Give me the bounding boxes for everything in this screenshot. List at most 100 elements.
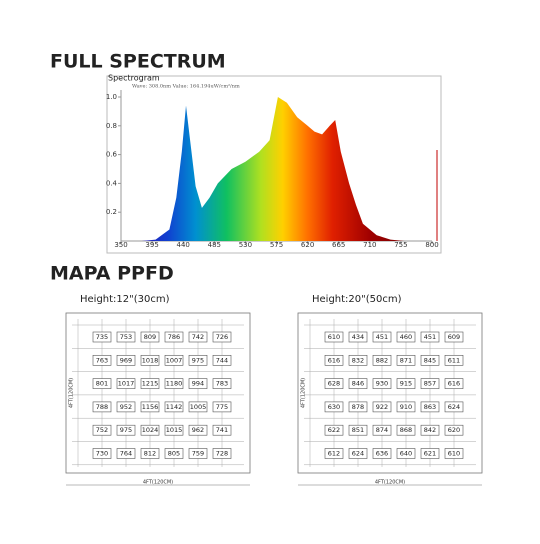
cell-value: 742 [192,333,204,341]
cell-box [372,378,392,389]
grid-frame [297,312,483,474]
cell-value: 1180 [166,380,183,388]
cell-box [348,331,368,343]
cell-value: 610 [328,333,340,341]
cell-value: 1017 [118,380,135,388]
cell-box [420,331,440,343]
cell-value: 878 [352,403,364,411]
cell-value: 640 [400,450,412,458]
cell-box [116,331,136,343]
cell-box [188,331,208,343]
cell-value: 775 [216,403,228,411]
cell-value: 788 [96,403,108,411]
cell-value: 1015 [166,426,183,434]
cell-value: 624 [352,450,364,458]
cell-box [324,354,344,366]
side-label: 4FT(120CM) [69,378,75,408]
cell-box [188,401,208,413]
cell-value: 616 [328,356,340,364]
cell-box [444,401,464,413]
cell-box [396,448,416,459]
cell-box [324,424,344,436]
grid-frame [65,312,251,474]
cell-box [212,354,232,366]
cell-value: 451 [424,333,436,341]
grid-title: Height:20"(50cm) [312,294,402,305]
y-tick-label: 0.4 [106,179,118,187]
cell-box [188,448,208,459]
chart-title: Spectrogram [108,74,160,83]
cell-box [140,448,160,459]
cell-value: 809 [144,333,156,341]
cell-box [372,448,392,459]
y-tick-label: 0.6 [106,151,118,159]
cell-value: 922 [376,403,388,411]
cell-value: 460 [400,333,412,341]
cell-box [396,378,416,389]
cell-box [420,448,440,459]
cell-value: 1018 [142,356,159,364]
cell-value: 930 [376,380,388,388]
cell-value: 620 [448,426,460,434]
cell-box [116,448,136,459]
cell-box [212,448,232,459]
cell-box [324,448,344,459]
cell-box [324,401,344,413]
cell-box [444,378,464,389]
cell-box [348,424,368,436]
cell-value: 962 [192,426,204,434]
cell-value: 1156 [142,403,159,411]
cell-value: 744 [216,356,228,364]
cell-box [324,331,344,343]
cell-box [420,354,440,366]
cell-value: 994 [192,380,204,388]
cell-value: 845 [424,356,436,364]
cell-value: 636 [376,450,388,458]
x-tick-label: 395 [145,241,158,249]
cell-value: 628 [328,380,340,388]
bottom-label: 4FT(120CM) [375,480,405,486]
cell-value: 871 [400,356,412,364]
cell-box [420,424,440,436]
cell-box [188,354,208,366]
cell-value: 728 [216,450,228,458]
cell-value: 975 [192,356,204,364]
cell-value: 1024 [142,426,159,434]
cell-box [444,331,464,343]
cell-box [372,354,392,366]
cell-value: 1005 [190,403,207,411]
cell-box [324,378,344,389]
cell-box [92,378,112,389]
cell-box [372,331,392,343]
cell-value: 812 [144,450,156,458]
cell-box [212,378,232,389]
chart-subtitle: Wave: 308.0nm Value: 164.194uW/cm²/nm [132,84,240,90]
y-tick-label: 0.8 [106,122,117,130]
heading: MAPA PPFD [50,263,174,285]
cell-box [140,378,160,389]
x-tick-label: 530 [239,241,252,249]
cell-value: 1007 [166,356,183,364]
heading: FULL SPECTRUM [50,51,226,73]
cell-value: 868 [400,426,412,434]
cell-box [348,448,368,459]
cell-value: 434 [352,333,364,341]
cell-value: 874 [376,426,388,434]
cell-value: 624 [448,403,460,411]
cell-value: 851 [352,426,364,434]
cell-value: 759 [192,450,204,458]
x-tick-label: 665 [332,241,345,249]
cell-box [212,331,232,343]
cell-value: 753 [120,333,132,341]
cell-box [116,354,136,366]
cell-box [140,331,160,343]
cell-box [212,424,232,436]
cell-value: 763 [96,356,108,364]
cell-box [140,354,160,366]
cell-box [444,354,464,366]
grid-title: Height:12"(30cm) [80,294,170,305]
cell-value: 764 [120,450,132,458]
cell-box [396,401,416,413]
cell-box [396,424,416,436]
